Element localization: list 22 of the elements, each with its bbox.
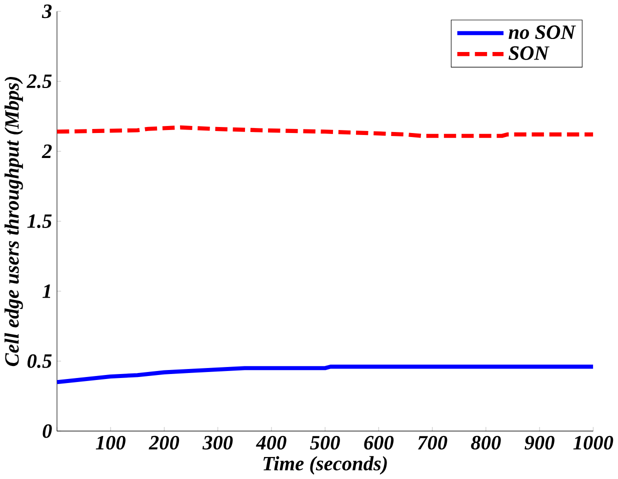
- x-tick-label: 200: [148, 436, 180, 450]
- y-tick-label: 0.5: [28, 354, 52, 368]
- x-tick-label: 600: [364, 436, 394, 450]
- y-tick-label: 3: [42, 4, 52, 18]
- line-series: [56, 125, 594, 138]
- legend-label: no SON: [508, 25, 576, 40]
- x-tick-label: 1000: [573, 436, 614, 450]
- legend-label: SON: [508, 46, 550, 60]
- x-tick-label: 300: [202, 436, 233, 450]
- x-tick-label: 700: [418, 436, 448, 450]
- x-tick-label: 900: [524, 436, 554, 450]
- y-tick-label: 2: [42, 144, 52, 158]
- y-tick-label: 1: [42, 284, 50, 298]
- y-tick-label: 2.5: [26, 74, 52, 88]
- x-tick-label: 500: [310, 436, 340, 450]
- x-tick-label: 100: [96, 436, 126, 450]
- x-tick-label: 400: [256, 436, 286, 450]
- x-axis-title: Time (seconds): [263, 456, 387, 475]
- y-tick-label: 0: [42, 424, 52, 438]
- y-axis-title: Cell edge users throughput (Mbps): [4, 76, 23, 366]
- y-tick-label: 1.5: [27, 214, 52, 228]
- x-tick-label: 800: [471, 436, 501, 450]
